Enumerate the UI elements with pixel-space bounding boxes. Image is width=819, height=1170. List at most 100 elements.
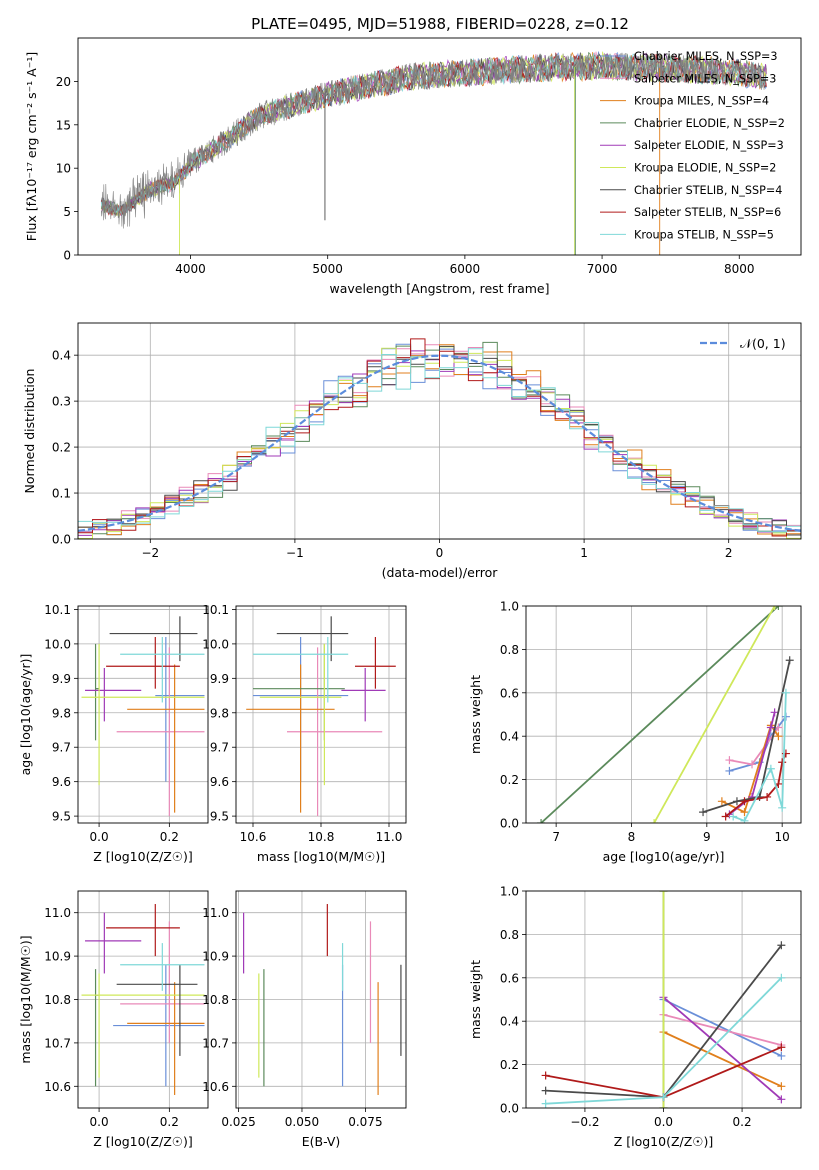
mass-vs-Z-panel: 0.0 0.2 10.6 10.7 10.8 10.9 11.0 Z [log10(Z/Z☉)… (18, 890, 209, 1149)
marker-kroupa-stelib (778, 803, 787, 812)
marker-chabrier-stelib (699, 808, 708, 817)
y-tick-label: 9.6 (52, 775, 71, 789)
marker-kroupa-stelib (766, 764, 775, 773)
y-axis-label: mass [log10(M/M☉)] (18, 935, 33, 1063)
marker-chabrier-elodie (537, 819, 546, 823)
residuals-panel: −2 −1 0 1 2 0.0 0.1 0.2 0.3 0.4 (data-model)/error… (22, 322, 802, 580)
marker-chabrier-miles (725, 766, 734, 775)
marker-salpeter-elodie (766, 723, 775, 732)
axes-frame (77, 322, 802, 540)
y-tick-label: 9.9 (210, 672, 229, 686)
legend-label: Salpeter MILES, N_SSP=3 (634, 72, 776, 85)
y-tick-label: 9.6 (210, 775, 229, 789)
age-vs-Z-panel: 0.0 0.2 9.5 9.6 9.7 9.8 9.9 10.0 10.1 Z [log10(Z/… (18, 603, 209, 864)
marker-salpeter-stelib (763, 792, 772, 801)
y-tick-label: 0.2 (500, 773, 519, 787)
series-lines (537, 606, 794, 823)
histograms (78, 338, 801, 539)
y-tick-label: 10.7 (44, 1036, 71, 1050)
y-tick-label: 9.8 (52, 706, 71, 720)
y-tick-label: 11.0 (202, 906, 229, 920)
y-tick-label: 0.0 (500, 1102, 519, 1116)
axes-frame (235, 890, 407, 1109)
y-axis-label: Flux [fλ10⁻¹⁷ erg cm⁻² s⁻¹ A⁻¹] (24, 52, 39, 241)
x-tick-label: 4000 (175, 262, 206, 276)
x-axis-label: E(B-V) (302, 1134, 341, 1149)
y-tick-label: 0.2 (52, 441, 71, 455)
y-axis-label: Normed distribution (22, 369, 37, 494)
marker-chabrier-stelib (777, 941, 786, 950)
marker-salpeter-stelib (777, 1043, 786, 1052)
legend: Chabrier MILES, N_SSP=3 Salpeter MILES, N… (600, 50, 785, 241)
error-bars (243, 904, 402, 1095)
x-tick-label: −2 (141, 546, 159, 560)
x-tick-label: 6000 (450, 262, 481, 276)
legend-label: Chabrier MILES, N_SSP=3 (634, 50, 777, 63)
x-tick-label: 8000 (724, 262, 755, 276)
y-tick-label: 0.1 (52, 487, 71, 501)
marker-chabrier-miles (777, 1051, 786, 1060)
y-tick-label: 10 (56, 162, 71, 176)
x-tick-label: 0.2 (160, 830, 179, 844)
series-chabrier-stelib (702, 660, 791, 813)
x-tick-label: 0.0 (90, 830, 109, 844)
y-tick-label: 9.8 (210, 706, 229, 720)
marker-kroupa-elodie (650, 819, 659, 823)
x-tick-label: 5000 (312, 262, 343, 276)
y-tick-label: 10.8 (44, 993, 71, 1007)
y-tick-label: 10.6 (202, 1080, 229, 1094)
error-bars (81, 616, 205, 817)
x-tick-label: 10 (775, 830, 790, 844)
x-tick-label: −0.2 (570, 1115, 599, 1129)
y-tick-label: 10.0 (44, 637, 71, 651)
marker-chabrier-stelib (541, 1086, 550, 1095)
series-kroupa-miles (663, 1031, 782, 1088)
y-axis-label: age [log10(age/yr)] (18, 654, 33, 776)
x-tick-label: 0.025 (221, 1115, 255, 1129)
legend-label: Chabrier STELIB, N_SSP=4 (634, 184, 782, 197)
legend-label: Salpeter ELODIE, N_SSP=3 (634, 139, 784, 152)
x-axis-label: age [log10(age/yr)] (603, 849, 725, 864)
x-axis-label: Z [log10(Z/Z☉)] (93, 849, 193, 864)
y-tick-label: 1.0 (500, 600, 519, 614)
x-tick-label: 0.2 (733, 1115, 752, 1129)
y-tick-label: 9.9 (52, 672, 71, 686)
y-tick-label: 11.0 (44, 906, 71, 920)
x-tick-label: 9 (703, 830, 711, 844)
x-axis-label: Z [log10(Z/Z☉)] (93, 1134, 193, 1149)
marker-kroupa-stelib (740, 816, 749, 823)
marker-salpeter-elodie (777, 1095, 786, 1104)
marker-chabrier-stelib (732, 797, 741, 806)
x-tick-label: 10.8 (308, 830, 335, 844)
legend-label: Kroupa MILES, N_SSP=4 (634, 95, 769, 108)
marker-salpeter-stelib (721, 812, 730, 821)
spectrum-panel: 4000 5000 6000 7000 8000 0 5 10 15 20 wavelength [… (24, 37, 802, 296)
marker-kroupa-elodie (659, 891, 668, 895)
marker-kroupa-stelib (729, 812, 738, 821)
x-tick-label: 0.075 (348, 1115, 382, 1129)
marker-kroupa-miles (717, 797, 726, 806)
y-tick-label: 0.6 (500, 971, 519, 985)
x-axis-label: wavelength [Angstrom, rest frame] (329, 281, 549, 296)
marker-kroupa-stelib (659, 1093, 668, 1102)
axes-frame (77, 37, 802, 256)
marker-chabrier-elodie (774, 606, 783, 610)
series-chabrier-elodie (540, 606, 780, 823)
y-tick-label: 0.8 (500, 928, 519, 942)
x-tick-label: 2 (725, 546, 733, 560)
y-tick-label: 0.2 (500, 1058, 519, 1072)
y-tick-label: 1.0 (500, 885, 519, 899)
y-tick-label: 15 (56, 118, 71, 132)
massweight-vs-age-panel: 7 8 9 10 0.0 0.2 0.4 0.6 0.8 1.0 age [log10(age/yr… (468, 600, 802, 864)
marker-salpeter-stelib (740, 797, 749, 806)
x-axis-label: mass [log10(M/M☉)] (257, 849, 385, 864)
y-tick-label: 0.4 (500, 730, 519, 744)
y-tick-label: 10.0 (202, 637, 229, 651)
legend-label: Kroupa ELODIE, N_SSP=2 (634, 162, 776, 175)
marker-kroupa-stelib (777, 973, 786, 982)
x-axis-label: (data-model)/error (382, 565, 499, 580)
y-tick-label: 5 (63, 205, 71, 219)
legend-label: Chabrier ELODIE, N_SSP=2 (634, 117, 785, 130)
x-tick-label: 8 (628, 830, 636, 844)
x-tick-label: 0.0 (90, 1115, 109, 1129)
